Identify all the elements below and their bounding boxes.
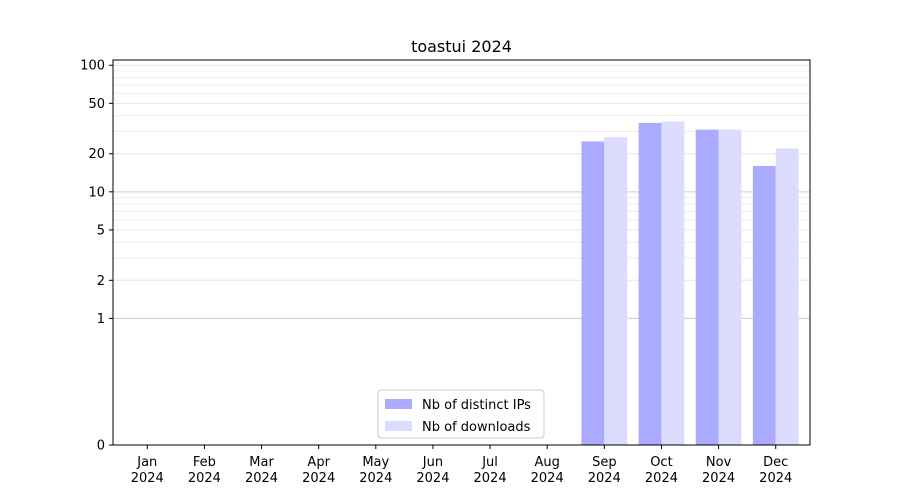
y-tick-label: 10	[88, 185, 105, 200]
y-axis: 0 1 2 5 10 20 50 100	[80, 59, 113, 454]
y-tick-label: 20	[88, 147, 105, 162]
y-tick-label: 2	[97, 274, 105, 289]
bar-downloads	[604, 137, 628, 446]
y-tick-label: 100	[80, 59, 105, 74]
x-axis: Jan2024Feb2024Mar2024Apr2024May2024Jun20…	[131, 445, 792, 486]
x-tick-label-year: 2024	[302, 471, 335, 486]
x-tick-label-month: Oct	[650, 455, 672, 470]
x-tick-label-year: 2024	[245, 471, 278, 486]
bar-distinct-ips	[695, 129, 719, 445]
x-tick-label-month: Feb	[193, 455, 216, 470]
y-tick-label: 0	[97, 439, 105, 454]
x-tick-label-year: 2024	[531, 471, 564, 486]
x-tick-label-month: May	[362, 455, 389, 470]
plot-frame	[112, 59, 811, 446]
legend-label: Nb of distinct IPs	[422, 398, 531, 413]
x-tick-label-year: 2024	[702, 471, 735, 486]
chart-title: toastui 2024	[411, 37, 512, 56]
x-tick-label-month: Nov	[706, 455, 732, 470]
legend: Nb of distinct IPs Nb of downloads	[377, 389, 545, 439]
x-tick-label-month: Jun	[422, 455, 443, 470]
x-tick-label-year: 2024	[131, 471, 164, 486]
bar-distinct-ips	[752, 165, 776, 446]
y-tick-label: 1	[97, 312, 105, 327]
x-tick-label-year: 2024	[645, 471, 678, 486]
y-tick-label: 5	[97, 223, 105, 238]
x-tick-label-month: Apr	[307, 455, 330, 470]
legend-swatch	[385, 399, 412, 409]
x-tick-label-month: Aug	[535, 455, 560, 470]
bar-distinct-ips	[638, 122, 662, 445]
x-tick-label-year: 2024	[359, 471, 392, 486]
legend-box	[377, 389, 545, 439]
x-tick-label-month: Jul	[481, 455, 498, 470]
x-tick-label-month: Mar	[249, 455, 274, 470]
bar-downloads	[718, 129, 742, 445]
y-tick-label: 50	[88, 97, 105, 112]
x-tick-label-month: Jan	[136, 455, 157, 470]
x-tick-label-year: 2024	[416, 471, 449, 486]
x-tick-label-year: 2024	[188, 471, 221, 486]
bars	[581, 121, 799, 446]
x-tick-label-year: 2024	[474, 471, 507, 486]
bar-downloads	[775, 148, 799, 445]
x-tick-label-year: 2024	[759, 471, 792, 486]
x-tick-label-year: 2024	[588, 471, 621, 486]
x-tick-label-month: Sep	[592, 455, 617, 470]
bar-downloads	[661, 121, 685, 445]
legend-swatch	[385, 421, 412, 431]
grid-lines	[113, 64, 810, 319]
x-tick-label-month: Dec	[763, 455, 788, 470]
legend-label: Nb of downloads	[422, 420, 531, 435]
bar-distinct-ips	[581, 141, 605, 445]
